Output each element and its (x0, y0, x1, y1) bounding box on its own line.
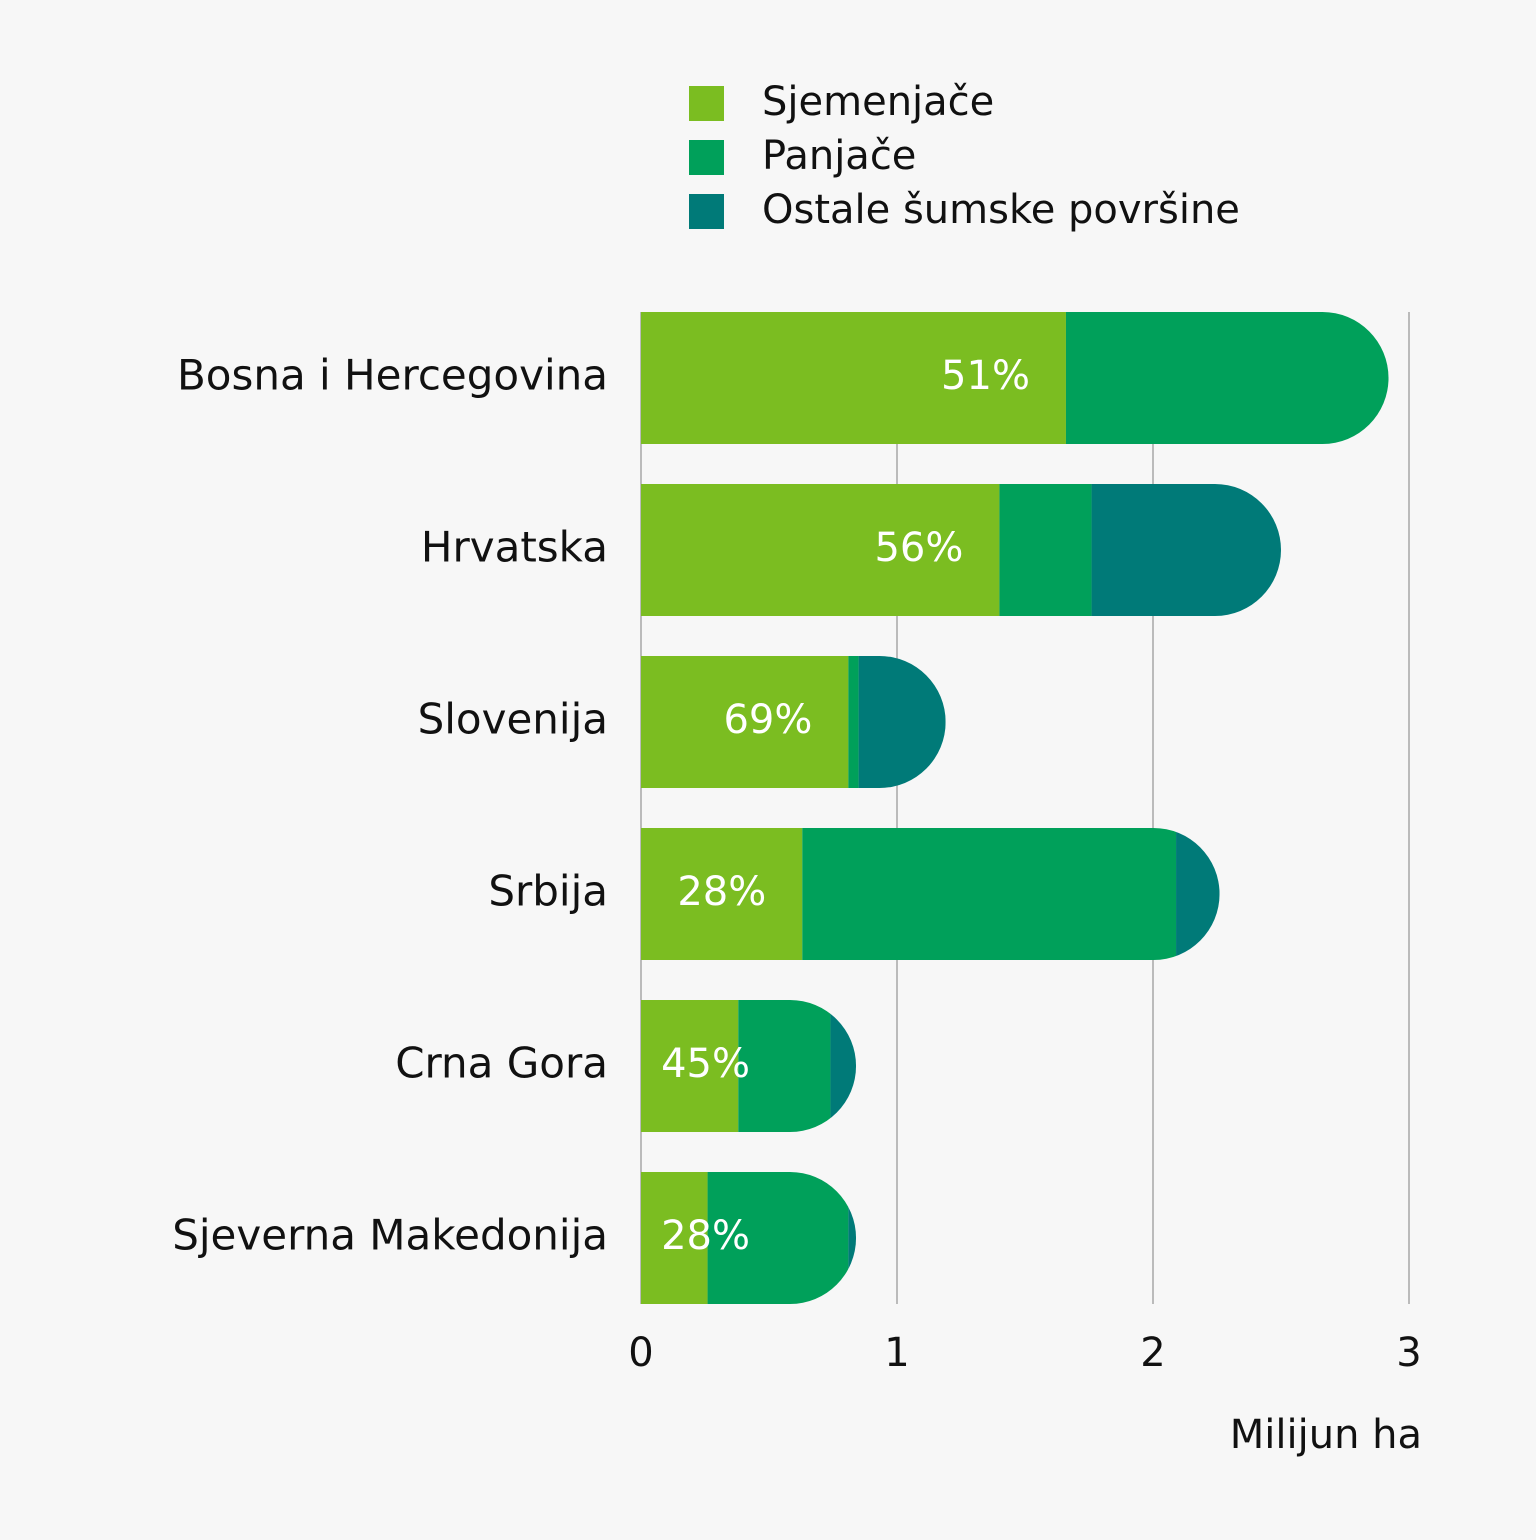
legend-swatch (689, 86, 724, 121)
x-tick-label: 3 (1396, 1330, 1421, 1376)
legend-label: Sjemenjače (762, 79, 994, 125)
legend-swatch (689, 140, 724, 175)
bar-segment (848, 1172, 857, 1304)
x-tick-label: 2 (1140, 1330, 1165, 1376)
bar-segment (858, 656, 946, 788)
bar-segment (802, 828, 1177, 960)
share-label: 28% (661, 1213, 750, 1259)
bar-group (641, 484, 1281, 616)
category-label: Crna Gora (395, 1039, 608, 1088)
share-label: 69% (723, 697, 812, 743)
bar-segment (848, 656, 859, 788)
bar-segment (999, 484, 1092, 616)
bar-group (641, 1000, 857, 1132)
bar-segment (1065, 312, 1389, 444)
bar-segment (830, 1000, 857, 1132)
bar-segment (738, 1000, 831, 1132)
x-tick-label: 0 (628, 1330, 653, 1376)
share-label: 45% (661, 1041, 750, 1087)
share-label: 51% (941, 353, 1030, 399)
bar-segment (641, 312, 1066, 444)
bar-group (641, 828, 1220, 960)
legend-label: Ostale šumske površine (762, 187, 1240, 233)
bar-segment (641, 828, 803, 960)
bar-segment (641, 1172, 708, 1304)
share-label: 56% (874, 525, 963, 571)
share-label: 28% (677, 869, 766, 915)
bar-segment (1091, 484, 1281, 616)
x-tick-label: 1 (884, 1330, 909, 1376)
category-label: Sjeverna Makedonija (172, 1211, 608, 1260)
bar-segment (641, 484, 1000, 616)
category-label: Slovenija (418, 695, 608, 744)
category-label: Bosna i Hercegovina (177, 351, 608, 400)
bar-segment (641, 1000, 739, 1132)
x-axis-title: Milijun ha (1230, 1412, 1422, 1458)
category-label: Hrvatska (421, 523, 608, 572)
bar-segment (707, 1172, 849, 1304)
bar-group (641, 1172, 857, 1304)
category-label: Srbija (488, 867, 608, 916)
bar-segment (1176, 828, 1220, 960)
legend-swatch (689, 194, 724, 229)
bar-group (641, 312, 1389, 444)
bar-segment (641, 656, 849, 788)
legend-label: Panjače (762, 133, 916, 179)
